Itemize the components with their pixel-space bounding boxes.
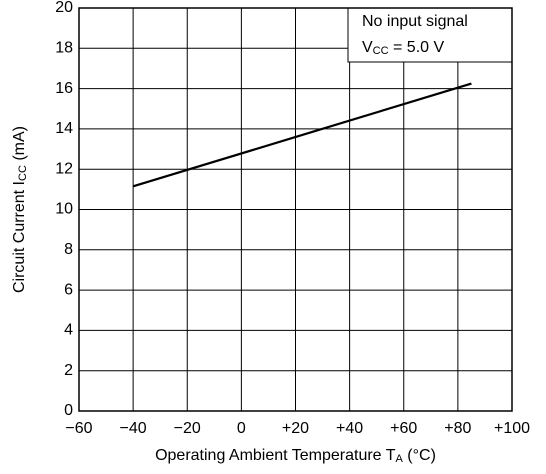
annotation-part: No input signal xyxy=(362,13,468,30)
x-tick-label: +20 xyxy=(282,420,309,437)
x-axis-label: Operating Ambient Temperature TA (°C) xyxy=(155,447,436,465)
y-tick-label: 18 xyxy=(55,40,73,57)
plot-frame xyxy=(78,7,513,412)
y-tick-label: 16 xyxy=(55,80,73,97)
annotation-part: V xyxy=(362,39,373,56)
y-tick-label: 2 xyxy=(64,362,73,379)
x-axis-label-part: A xyxy=(396,453,404,465)
y-axis-label-part: Circuit Current I xyxy=(11,181,28,293)
y-tick-label: 6 xyxy=(64,281,73,298)
x-tick-label: 0 xyxy=(237,420,246,437)
y-tick-label: 20 xyxy=(55,0,73,16)
annotation-part: CC xyxy=(373,45,389,57)
annotation: No input signal xyxy=(362,13,468,30)
x-axis-label-part: (°C) xyxy=(403,447,436,464)
x-tick-label: +40 xyxy=(336,420,363,437)
annotation: VCC = 5.0 V xyxy=(362,39,444,57)
x-tick-label: +100 xyxy=(494,420,530,437)
x-tick-label: −60 xyxy=(65,420,92,437)
y-axis-label-part: CC xyxy=(17,165,29,181)
y-axis-label: Circuit Current ICC (mA) xyxy=(11,126,29,293)
x-tick-label: −40 xyxy=(120,420,147,437)
y-axis-label-part: (mA) xyxy=(11,126,28,165)
data-line xyxy=(132,82,472,188)
x-tick-label: +80 xyxy=(444,420,471,437)
y-tick-label: 0 xyxy=(64,402,73,419)
annotation-box xyxy=(347,7,513,63)
x-axis-label-part: Operating Ambient Temperature T xyxy=(155,447,396,464)
y-tick-label: 14 xyxy=(55,120,73,137)
y-tick-label: 8 xyxy=(64,241,73,258)
x-tick-label: −20 xyxy=(174,420,201,437)
y-tick-label: 10 xyxy=(55,201,73,218)
annotation-part: = 5.0 V xyxy=(389,39,445,56)
y-tick-label: 4 xyxy=(64,322,73,339)
y-tick-label: 12 xyxy=(55,160,73,177)
x-tick-label: +60 xyxy=(390,420,417,437)
